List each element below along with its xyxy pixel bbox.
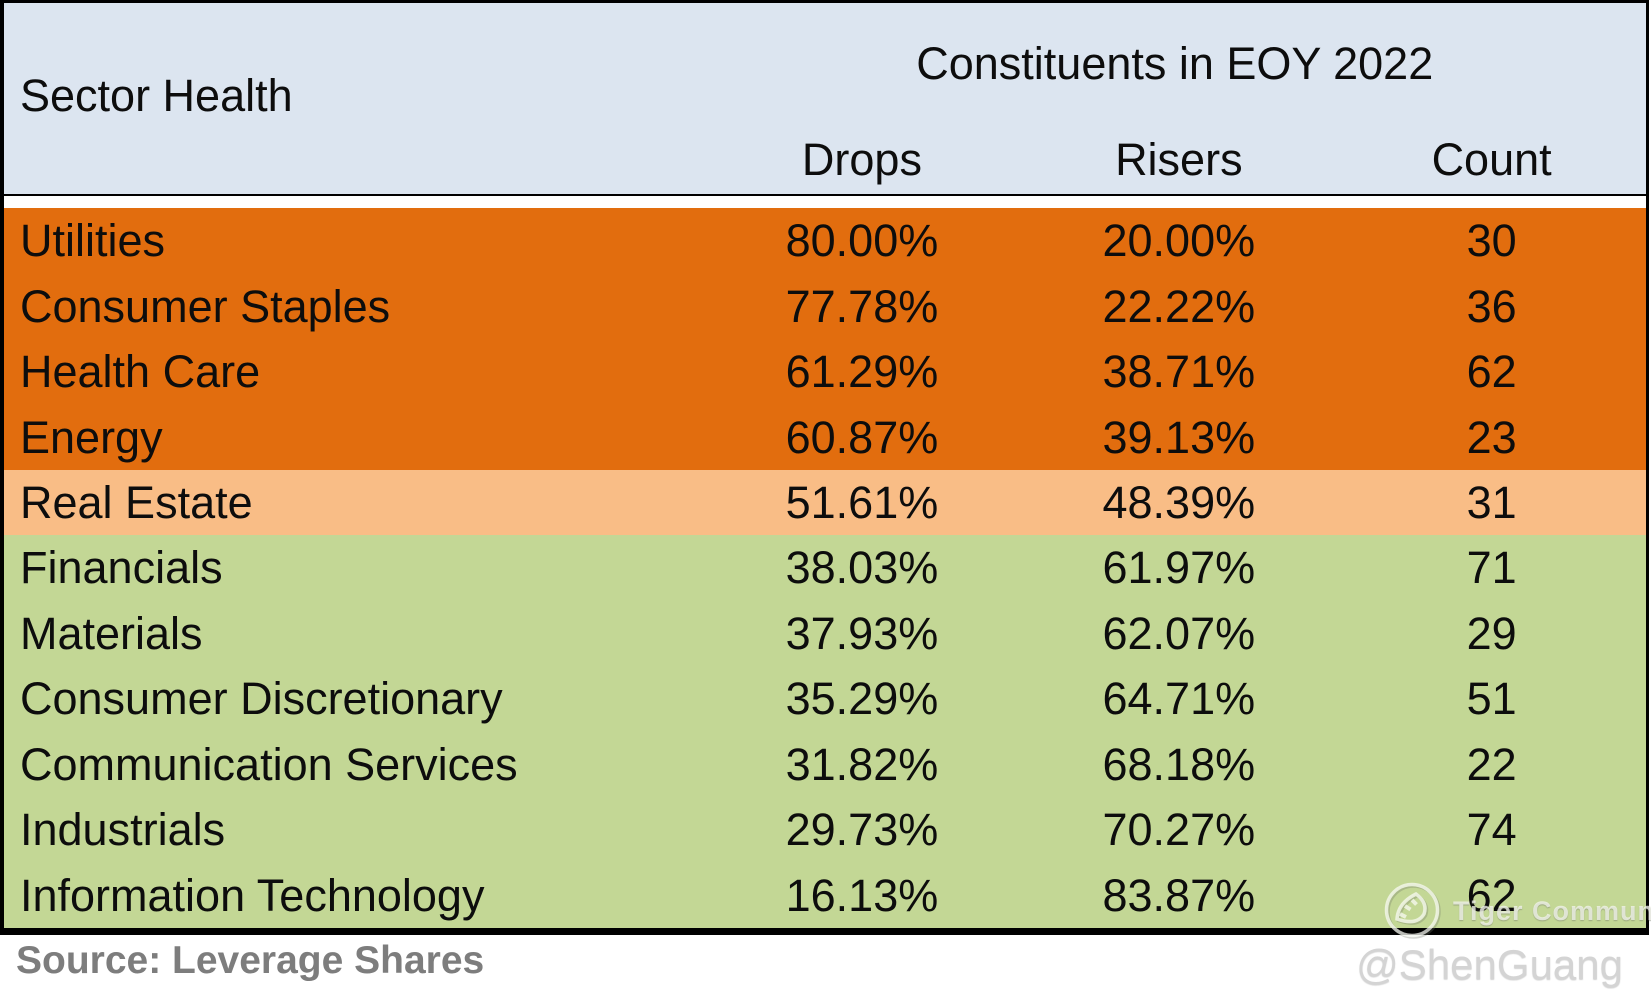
risers-value: 83.87% xyxy=(1102,869,1256,921)
drops-value: 16.13% xyxy=(785,869,939,921)
risers-value: 64.71% xyxy=(1102,673,1256,725)
table-row: Utilities 80.00% 20.00% 30 xyxy=(4,208,1646,274)
source-caption: Source: Leverage Shares xyxy=(16,939,485,982)
table-row: Consumer Staples 77.78% 22.22% 36 xyxy=(4,273,1646,339)
sector-name: Communication Services xyxy=(20,738,518,790)
table-row: Industrials 29.73% 70.27% 74 xyxy=(4,797,1646,863)
sector-name: Industrials xyxy=(20,804,226,856)
table-header: Sector Health Constituents in EOY 2022 D… xyxy=(4,3,1646,196)
risers-value: 70.27% xyxy=(1102,804,1256,856)
count-value: 29 xyxy=(1466,607,1517,659)
sector-name: Consumer Discretionary xyxy=(20,673,503,725)
table-row: Health Care 61.29% 38.71% 62 xyxy=(4,338,1646,405)
risers-value: 22.22% xyxy=(1102,280,1256,332)
sector-name: Information Technology xyxy=(20,869,485,921)
risers-value: 48.39% xyxy=(1102,477,1256,529)
header-gap xyxy=(4,196,1646,208)
column-header-spacer xyxy=(4,137,703,182)
column-header-count: Count xyxy=(1431,134,1552,185)
drops-value: 31.82% xyxy=(785,738,939,790)
sector-name: Consumer Staples xyxy=(20,280,391,332)
column-header-row: Drops Risers Count xyxy=(4,137,1646,182)
table-row: Real Estate 51.61% 48.39% 31 xyxy=(4,469,1646,536)
author-handle: @ShenGuang xyxy=(1356,941,1623,988)
count-value: 30 xyxy=(1466,215,1517,267)
drops-value: 60.87% xyxy=(785,411,939,463)
drops-value: 77.78% xyxy=(785,280,939,332)
count-value: 62 xyxy=(1466,346,1517,398)
sector-name: Materials xyxy=(20,607,203,659)
column-header-risers: Risers xyxy=(1115,134,1243,185)
sector-name: Real Estate xyxy=(20,477,253,529)
sector-name: Health Care xyxy=(20,346,261,398)
risers-value: 62.07% xyxy=(1102,607,1256,659)
risers-value: 38.71% xyxy=(1102,346,1256,398)
table-row: Information Technology 16.13% 83.87% 62 xyxy=(4,862,1646,928)
drops-value: 37.93% xyxy=(785,607,939,659)
drops-value: 80.00% xyxy=(785,215,939,267)
drops-value: 38.03% xyxy=(785,542,939,594)
table-row: Materials 37.93% 62.07% 29 xyxy=(4,600,1646,667)
count-value: 74 xyxy=(1466,804,1517,856)
count-value: 51 xyxy=(1466,673,1517,725)
column-header-drops: Drops xyxy=(801,134,922,185)
table-row: Financials 38.03% 61.97% 71 xyxy=(4,535,1646,601)
drops-value: 51.61% xyxy=(785,477,939,529)
table-row: Energy 60.87% 39.13% 23 xyxy=(4,404,1646,470)
risers-value: 39.13% xyxy=(1102,411,1256,463)
risers-value: 68.18% xyxy=(1102,738,1256,790)
sector-health-table: Sector Health Constituents in EOY 2022 D… xyxy=(0,0,1649,935)
table-row: Communication Services 31.82% 68.18% 22 xyxy=(4,731,1646,798)
risers-value: 61.97% xyxy=(1102,542,1256,594)
drops-value: 35.29% xyxy=(785,673,939,725)
drops-value: 61.29% xyxy=(785,346,939,398)
count-value: 31 xyxy=(1466,477,1517,529)
count-value: 62 xyxy=(1466,869,1517,921)
count-value: 23 xyxy=(1466,411,1517,463)
table-row: Consumer Discretionary 35.29% 64.71% 51 xyxy=(4,666,1646,732)
table-rows: Utilities 80.00% 20.00% 30 Consumer Stap… xyxy=(4,208,1646,928)
sector-name: Financials xyxy=(20,542,223,594)
sector-name: Energy xyxy=(20,411,163,463)
count-value: 22 xyxy=(1466,738,1517,790)
count-value: 71 xyxy=(1466,542,1517,594)
sector-name: Utilities xyxy=(20,215,166,267)
drops-value: 29.73% xyxy=(785,804,939,856)
count-value: 36 xyxy=(1466,280,1517,332)
span-header: Constituents in EOY 2022 xyxy=(916,38,1434,89)
risers-value: 20.00% xyxy=(1102,215,1256,267)
table-title: Sector Health xyxy=(20,70,293,121)
